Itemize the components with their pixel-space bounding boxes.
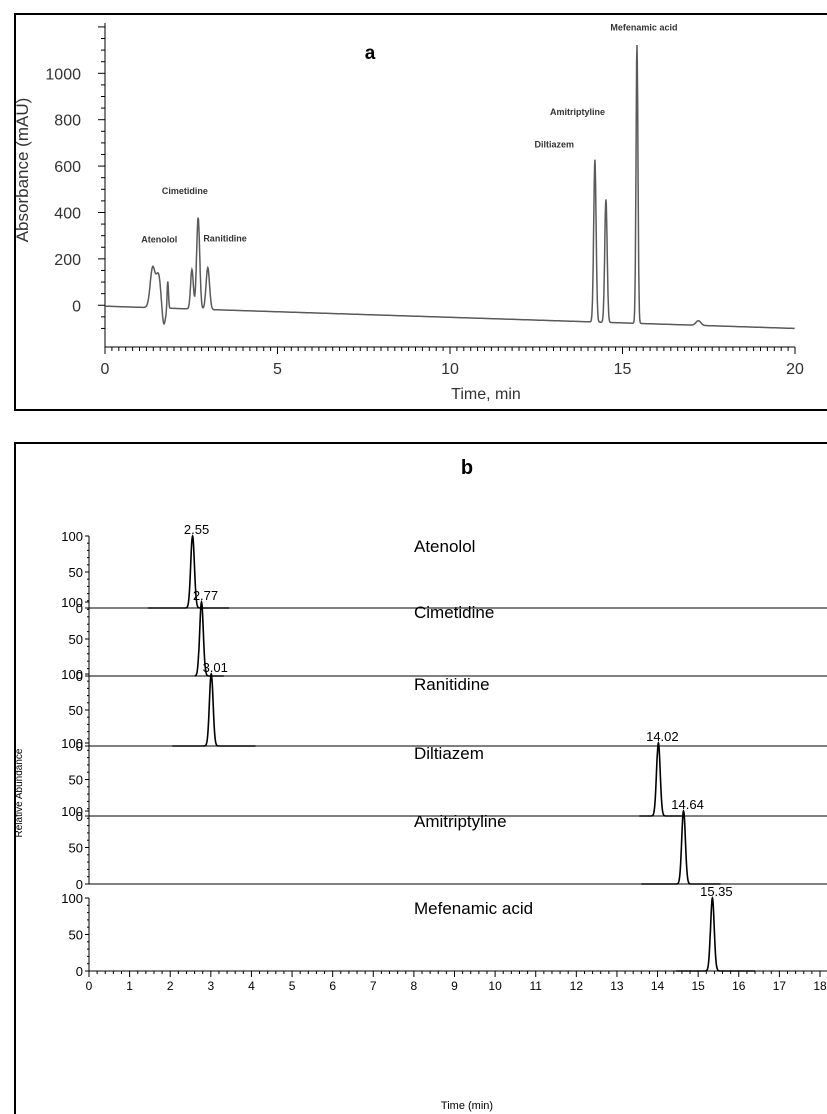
- chart-b-x-tick-label: 7: [370, 979, 377, 993]
- chart-a-y-tick-label: 200: [54, 252, 81, 269]
- chart-a-xlabel: Time, min: [451, 386, 521, 403]
- panel-a-frame: [14, 13, 827, 411]
- panel-b-frame: [14, 442, 827, 1114]
- chart-b-row-5: 0 50 100 14.64 Amitriptyline: [61, 797, 827, 892]
- chart-b-peak: [147, 534, 230, 609]
- chart-a-x-tick-label: 15: [614, 361, 632, 378]
- chart-b-peak: [641, 809, 721, 885]
- chart-b-y-tick-label: 0: [76, 669, 83, 684]
- chart-b-x-tick-label: 11: [529, 979, 542, 993]
- chart-a-ylabel: Absorbance (mAU): [14, 98, 32, 243]
- chart-b-traces: 0 50 100 2.55 Atenolol 0 50 100 2.77 Cimetidine 0 5…: [61, 522, 827, 979]
- chart-b-y-tick-label: 50: [69, 928, 83, 943]
- chart-b-x-tick-label: 2: [167, 979, 174, 993]
- chart-a-x-tick-label: 20: [786, 361, 804, 378]
- chart-b-y-tick-label: 50: [69, 632, 83, 647]
- chart-b-y-tick-label: 50: [69, 565, 83, 580]
- chart-b-title: b: [461, 457, 473, 479]
- chart-b-x-tick-label: 14: [651, 979, 665, 993]
- chart-a-y-tick-label: 600: [54, 159, 81, 176]
- chart-b-series-label: Atenolol: [414, 537, 475, 556]
- chart-b-y-tick-label: 0: [76, 739, 83, 754]
- chart-a-peak-label: Atenolol: [141, 235, 177, 245]
- chart-panel-a: a Absorbance (mAU) Time, min 0 5 10 15 20020…: [14, 13, 827, 411]
- chart-a-title: a: [365, 43, 376, 64]
- chart-a-y-tick-label: 400: [54, 205, 81, 222]
- chart-b-series-label: Amitriptyline: [414, 812, 507, 831]
- chart-a-x-tick-label: 0: [101, 361, 110, 378]
- chart-b-y-tick-label: 0: [76, 601, 83, 616]
- chart-b-series-label: Cimetidine: [414, 603, 494, 622]
- chart-b-y-tick-label: 0: [76, 964, 83, 979]
- chart-b-x-tick-label: 3: [207, 979, 214, 993]
- chart-b-peak: [172, 672, 256, 747]
- chart-a-peak-label: Ranitidine: [203, 233, 247, 243]
- chart-b-x-tick-label: 13: [610, 979, 624, 993]
- chart-a-y-tick-label: 800: [54, 113, 81, 130]
- chart-b-row-4: 0 50 100 14.02 Diltiazem: [61, 729, 827, 824]
- chart-b-x-tick-label: 5: [289, 979, 296, 993]
- chart-b-row-6: 0 50 100 15.35 Mefenamic acid: [61, 884, 827, 979]
- chart-b-x-tick-label: 15: [691, 979, 705, 993]
- chart-b-series-label: Mefenamic acid: [414, 899, 533, 918]
- chart-b-x-tick-label: 9: [451, 979, 458, 993]
- chart-a-y-tick-label: 1000: [45, 66, 81, 83]
- chart-b-y-tick-label: 100: [61, 667, 83, 682]
- chart-b-row-2: 0 50 100 2.77 Cimetidine: [61, 588, 827, 684]
- chart-b-x-tick-label: 12: [570, 979, 584, 993]
- chart-b-x-tick-label: 6: [329, 979, 336, 993]
- chart-a-x-tick-label: 10: [441, 361, 459, 378]
- chart-b-x-tick-label: 0: [86, 979, 93, 993]
- chart-b-rt-label: 3.01: [203, 660, 228, 675]
- chart-b-x-tick-label: 10: [488, 979, 502, 993]
- chart-b-y-tick-label: 100: [61, 595, 83, 610]
- chart-a-y-tick-label: 0: [72, 298, 81, 315]
- chart-a-peak-labels: Atenolol Cimetidine Ranitidine Diltiazem Ami…: [141, 22, 677, 244]
- chart-b-y-tick-label: 0: [76, 809, 83, 824]
- chart-a-peak-label: Mefenamic acid: [610, 22, 677, 32]
- chart-b-series-label: Diltiazem: [414, 744, 484, 763]
- chart-b-x-tick-label: 1: [126, 979, 133, 993]
- chart-b-x-tick-label: 18: [813, 979, 827, 993]
- chart-a-peak-label: Amitriptyline: [550, 107, 605, 117]
- chart-b-x-tick-label: 4: [248, 979, 255, 993]
- chart-a-peak-label: Cimetidine: [162, 186, 208, 196]
- chart-b-series-label: Ranitidine: [414, 675, 490, 694]
- chart-b-x-axis: 0 1 2 3 4 5 6 7 8 9 10 11 12 13 14 15 16 17 18: [86, 971, 827, 993]
- chart-a-x-tick-label: 5: [273, 361, 282, 378]
- chart-b-y-tick-label: 100: [61, 529, 83, 544]
- chart-b-row-3: 0 50 100 3.01 Ranitidine: [61, 660, 827, 754]
- chart-b-rt-label: 2.55: [184, 522, 209, 537]
- chart-b-rt-label: 14.02: [646, 729, 679, 744]
- chart-b-peak: [194, 599, 224, 677]
- chart-b-row-1: 0 50 100 2.55 Atenolol: [61, 522, 827, 616]
- chart-b-xlabel: Time (min): [441, 1100, 493, 1112]
- chart-b-y-tick-label: 100: [61, 804, 83, 819]
- chart-a-peak-label: Diltiazem: [535, 140, 575, 150]
- chart-b-peak: [639, 741, 682, 817]
- chart-b-y-tick-label: 50: [69, 703, 83, 718]
- chart-b-y-tick-label: 50: [69, 841, 83, 856]
- chart-b-y-tick-label: 0: [76, 877, 83, 892]
- chart-b-rt-label: 14.64: [671, 797, 704, 812]
- chart-b-y-tick-label: 50: [69, 773, 83, 788]
- chart-b-ylabel: Relative Abundance: [14, 748, 25, 837]
- chart-a-trace: [105, 44, 795, 330]
- chart-b-rt-label: 15.35: [700, 884, 733, 899]
- chart-b-y-tick-label: 100: [61, 736, 83, 751]
- chart-b-x-tick-label: 8: [411, 979, 418, 993]
- chart-b-x-tick-label: 16: [732, 979, 746, 993]
- chart-b-x-tick-label: 17: [773, 979, 787, 993]
- chart-b-rt-label: 2.77: [193, 588, 218, 603]
- chart-a-axes: [98, 23, 796, 354]
- chart-b-peak: [675, 896, 755, 972]
- chart-b-y-tick-label: 100: [61, 891, 83, 906]
